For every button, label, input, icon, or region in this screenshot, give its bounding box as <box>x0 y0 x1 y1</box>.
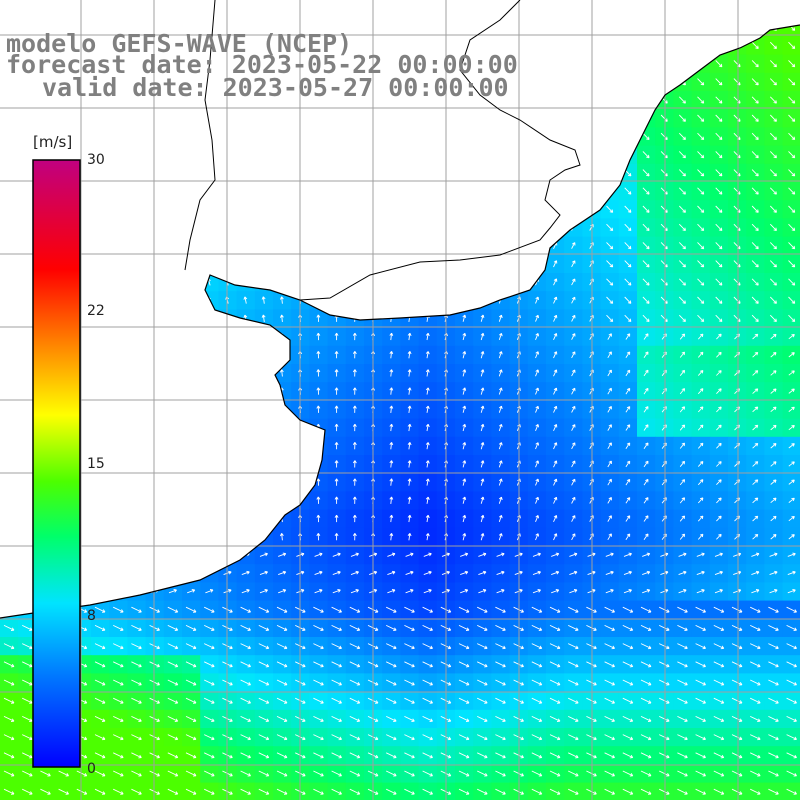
colorbar-tick: 0 <box>87 761 96 777</box>
colorbar-tick: 8 <box>87 608 96 624</box>
colorbar-tick: 15 <box>87 456 105 472</box>
valid-date: valid date: 2023-05-27 00:00:00 <box>42 73 509 102</box>
colorbar <box>32 159 81 768</box>
colorbar-unit: [m/s] <box>33 133 73 151</box>
colorbar-tick: 30 <box>87 152 105 168</box>
forecast-date: forecast date: 2023-05-22 00:00:00 <box>6 50 518 79</box>
model-title: modelo GEFS-WAVE (NCEP) <box>6 29 353 58</box>
country-border <box>184 0 581 301</box>
coastline <box>0 24 800 619</box>
colorbar-tick: 22 <box>87 303 105 319</box>
